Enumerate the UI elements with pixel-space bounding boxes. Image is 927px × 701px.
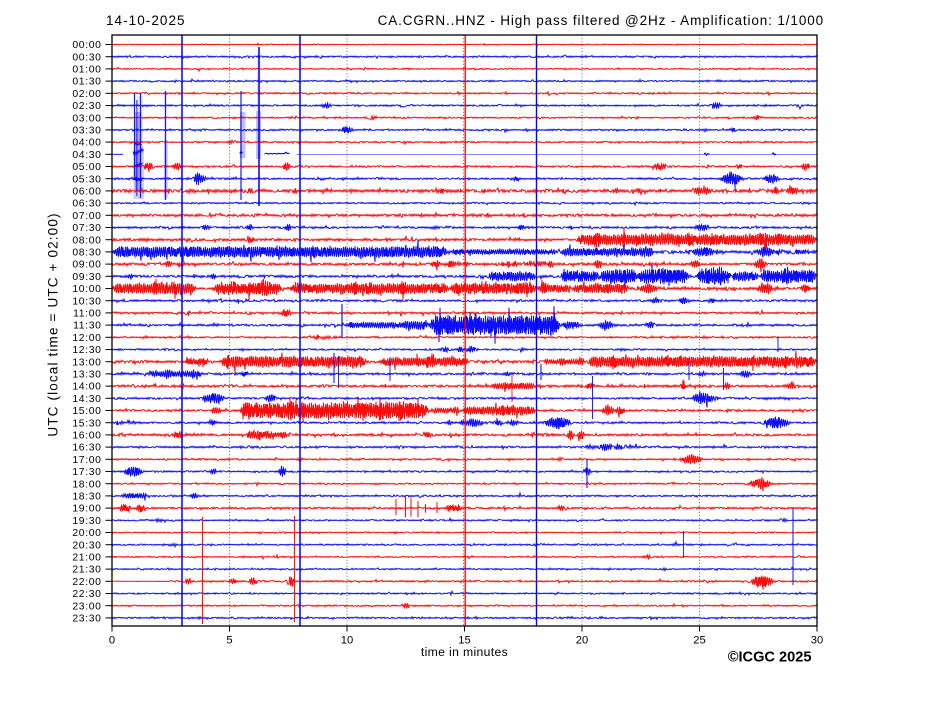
svg-text:20: 20 (576, 635, 588, 647)
svg-text:14-10-2025: 14-10-2025 (106, 13, 186, 28)
svg-text:14:30: 14:30 (72, 394, 101, 405)
svg-text:25: 25 (693, 635, 705, 647)
svg-text:14:00: 14:00 (72, 382, 101, 393)
svg-text:17:30: 17:30 (72, 467, 101, 478)
svg-text:22:30: 22:30 (72, 589, 101, 600)
svg-text:09:00: 09:00 (72, 260, 101, 271)
svg-text:08:30: 08:30 (72, 248, 101, 259)
svg-text:17:00: 17:00 (72, 455, 101, 466)
svg-text:5: 5 (226, 635, 232, 647)
svg-text:06:00: 06:00 (72, 187, 101, 198)
svg-text:02:30: 02:30 (72, 101, 101, 112)
svg-text:04:00: 04:00 (72, 138, 101, 149)
svg-text:03:30: 03:30 (72, 126, 101, 137)
svg-text:05:30: 05:30 (72, 174, 101, 185)
svg-text:03:00: 03:00 (72, 113, 101, 124)
svg-text:time in minutes: time in minutes (421, 645, 508, 659)
svg-text:18:30: 18:30 (72, 492, 101, 503)
svg-text:10:00: 10:00 (72, 284, 101, 295)
svg-text:02:00: 02:00 (72, 89, 101, 100)
svg-text:20:00: 20:00 (72, 528, 101, 539)
svg-text:09:30: 09:30 (72, 272, 101, 283)
svg-text:11:00: 11:00 (73, 309, 101, 320)
svg-text:04:30: 04:30 (72, 150, 101, 161)
svg-text:16:30: 16:30 (72, 443, 101, 454)
svg-text:19:00: 19:00 (72, 504, 101, 515)
svg-text:00:30: 00:30 (72, 52, 101, 63)
svg-text:01:30: 01:30 (72, 77, 101, 88)
svg-text:16:00: 16:00 (72, 431, 101, 442)
svg-text:07:30: 07:30 (72, 223, 101, 234)
svg-text:©ICGC 2025: ©ICGC 2025 (728, 650, 812, 666)
svg-text:01:00: 01:00 (72, 65, 101, 76)
svg-text:30: 30 (811, 635, 823, 647)
svg-text:10:30: 10:30 (72, 296, 101, 307)
svg-text:21:00: 21:00 (72, 553, 101, 564)
svg-text:12:30: 12:30 (72, 345, 101, 356)
svg-text:23:00: 23:00 (72, 601, 101, 612)
svg-text:19:30: 19:30 (72, 516, 101, 527)
svg-text:UTC (local time = UTC + 02:00): UTC (local time = UTC + 02:00) (46, 212, 61, 436)
svg-text:15:00: 15:00 (72, 406, 101, 417)
svg-text:13:30: 13:30 (72, 370, 101, 381)
svg-text:15:30: 15:30 (72, 418, 101, 429)
svg-text:23:30: 23:30 (72, 614, 101, 625)
svg-text:05:00: 05:00 (72, 162, 101, 173)
svg-text:11:30: 11:30 (73, 321, 101, 332)
svg-text:12:00: 12:00 (72, 333, 101, 344)
svg-text:13:00: 13:00 (72, 357, 101, 368)
svg-text:CA.CGRN..HNZ - High pass filte: CA.CGRN..HNZ - High pass filtered @2Hz -… (378, 13, 824, 28)
svg-text:21:30: 21:30 (72, 565, 101, 576)
svg-text:22:00: 22:00 (72, 577, 101, 588)
svg-text:07:00: 07:00 (72, 211, 101, 222)
svg-text:10: 10 (341, 635, 353, 647)
svg-text:0: 0 (109, 635, 115, 647)
svg-text:15: 15 (458, 635, 470, 647)
svg-text:18:00: 18:00 (72, 479, 101, 490)
svg-text:06:30: 06:30 (72, 199, 101, 210)
svg-text:20:30: 20:30 (72, 540, 101, 551)
svg-text:00:00: 00:00 (72, 40, 101, 51)
svg-text:08:00: 08:00 (72, 235, 101, 246)
